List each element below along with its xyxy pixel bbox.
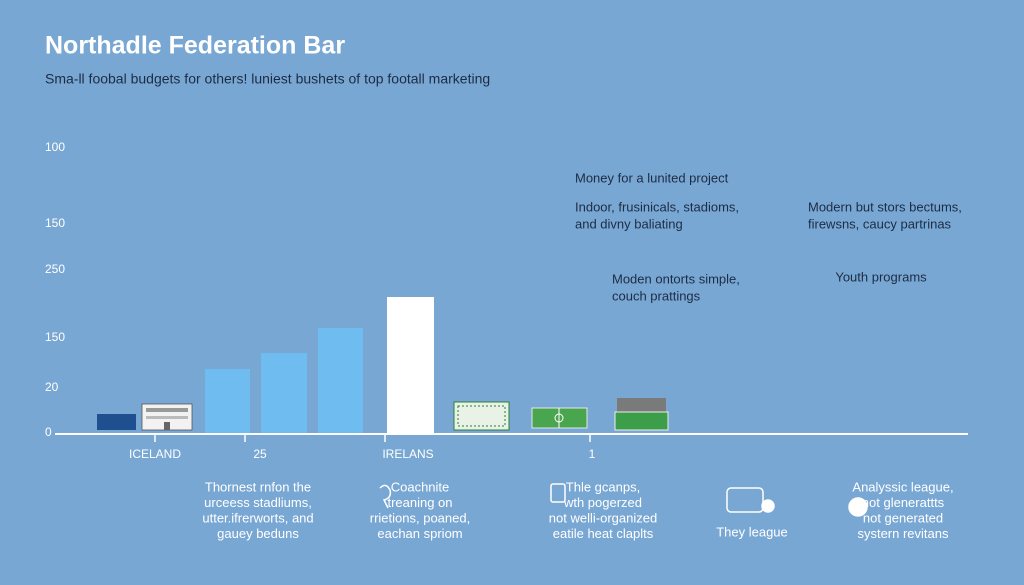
y-label: 20	[45, 380, 59, 394]
y-label: 150	[45, 330, 65, 344]
note: urceess stadliums,	[204, 495, 312, 510]
note: Thornest rnfon the	[205, 479, 311, 494]
note: treaning on	[387, 495, 452, 510]
x-label: 25	[253, 447, 267, 461]
bar	[387, 297, 434, 433]
note: rrietions, poaned,	[370, 510, 470, 525]
note: eachan spriom	[377, 526, 462, 541]
note: They league	[716, 524, 788, 539]
y-label: 100	[45, 140, 65, 154]
chart-title: Northadle Federation Bar	[45, 32, 345, 60]
x-label: ICELAND	[129, 447, 181, 461]
annotation: Modern but stors bectums,	[808, 199, 962, 214]
note-icons	[379, 483, 868, 517]
y-label: 250	[45, 262, 65, 276]
note: wth pogerzed	[563, 495, 642, 510]
bar	[261, 353, 307, 433]
note: not welli-organized	[549, 510, 657, 525]
y-label: 150	[45, 216, 65, 230]
building-icon	[141, 403, 193, 431]
annotation: Money for a lunited project	[575, 170, 729, 185]
note: utter.ifrerworts, and	[202, 510, 313, 525]
small-bar	[97, 414, 136, 430]
annotation: couch prattings	[612, 288, 701, 303]
subtitle: Sma-ll foobal budgets for others! lunies…	[45, 71, 490, 87]
note: gauey beduns	[217, 526, 299, 541]
note: not glenerattts	[862, 495, 945, 510]
note: not generated	[863, 510, 943, 525]
note: Analyssic league,	[852, 479, 953, 494]
annotation: firewsns, caucy partrinas	[808, 216, 952, 231]
y-label: 0	[45, 425, 52, 439]
note: eatile heat claplts	[553, 526, 654, 541]
pitch-icon	[531, 407, 588, 429]
x-label: 1	[589, 447, 596, 461]
annotation: Youth programs	[835, 269, 927, 284]
bar	[318, 328, 363, 433]
note: Coachnite	[391, 479, 450, 494]
tick-marks	[154, 434, 591, 442]
stadium-icon	[614, 398, 669, 431]
annotation: Indoor, frusinicals, stadioms,	[575, 199, 739, 214]
annotation: and divny baliating	[575, 216, 683, 231]
bar	[205, 369, 250, 433]
note: Thle gcanps,	[566, 479, 640, 494]
annotation: Moden ontorts simple,	[612, 271, 740, 286]
note: systern revitans	[857, 526, 949, 541]
x-label: IRELANS	[382, 447, 433, 461]
field-icon	[453, 401, 510, 431]
